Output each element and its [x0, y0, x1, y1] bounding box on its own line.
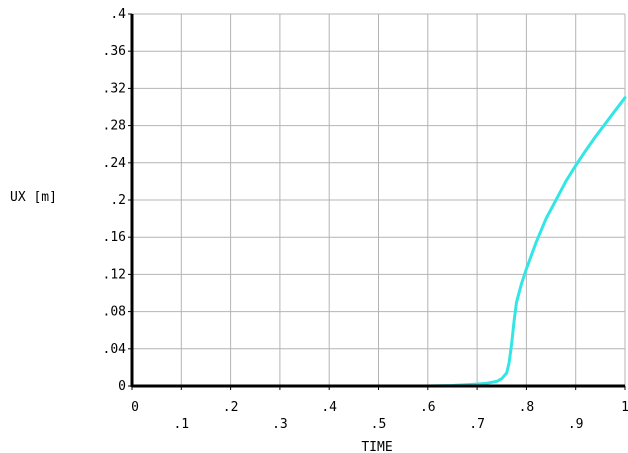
x-axis-label: TIME: [361, 440, 392, 453]
y-tick-label-10: .4: [110, 7, 126, 22]
x-tick-label-2: .2: [223, 400, 239, 415]
x-tick-label-6: .6: [420, 400, 436, 415]
y-tick-label-0: 0: [118, 379, 126, 394]
y-axis-label: UX [m]: [10, 190, 57, 205]
x-tick-label-10: 1: [621, 400, 628, 415]
x-tick-label-4: .4: [321, 400, 337, 415]
y-tick-label-3: .12: [103, 267, 126, 282]
tick-labels: 0 .04 .08 .12 .16 .2 .24 .28 .32 .36 .4 0 .1 .2 .3 .4 .5…: [103, 7, 628, 432]
x-tick-label-7: .7: [469, 417, 485, 432]
grid-lines: [132, 13, 626, 386]
y-tick-label-2: .08: [103, 305, 126, 320]
x-tick-label-8: .8: [519, 400, 535, 415]
axes: [128, 13, 626, 390]
x-tick-label-9: .9: [568, 417, 584, 432]
y-tick-label-6: .24: [103, 156, 127, 171]
y-tick-label-1: .04: [103, 342, 127, 357]
y-tick-label-7: .28: [103, 119, 126, 134]
x-tick-label-1: .1: [173, 417, 189, 432]
y-tick-label-8: .32: [103, 81, 126, 96]
x-tick-label-3: .3: [272, 417, 288, 432]
x-tick-label-5: .5: [371, 417, 387, 432]
y-tick-label-4: .16: [103, 230, 126, 245]
y-tick-label-5: .2: [110, 193, 126, 208]
x-tick-label-0: 0: [131, 400, 139, 415]
y-tick-label-9: .36: [103, 44, 126, 59]
